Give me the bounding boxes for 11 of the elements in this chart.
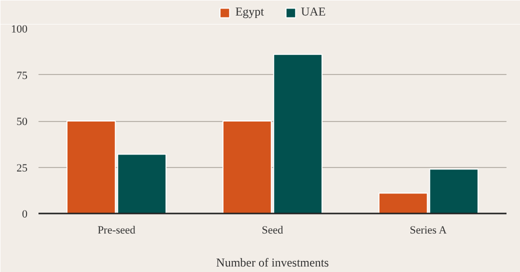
y-tick-label: 25 — [16, 162, 28, 174]
y-tick-label: 75 — [16, 70, 28, 82]
legend-label: UAE — [301, 4, 326, 20]
x-tick-label: Seed — [262, 224, 284, 236]
legend-label: Egypt — [235, 4, 264, 20]
x-tick-label: Pre-seed — [98, 224, 136, 236]
y-tick-label: 50 — [16, 116, 28, 128]
y-tick-label: 0 — [22, 208, 28, 220]
x-axis-title: Number of investments — [216, 256, 330, 270]
y-tick-label: 100 — [11, 24, 28, 36]
x-tick-label: Series A — [410, 224, 447, 236]
